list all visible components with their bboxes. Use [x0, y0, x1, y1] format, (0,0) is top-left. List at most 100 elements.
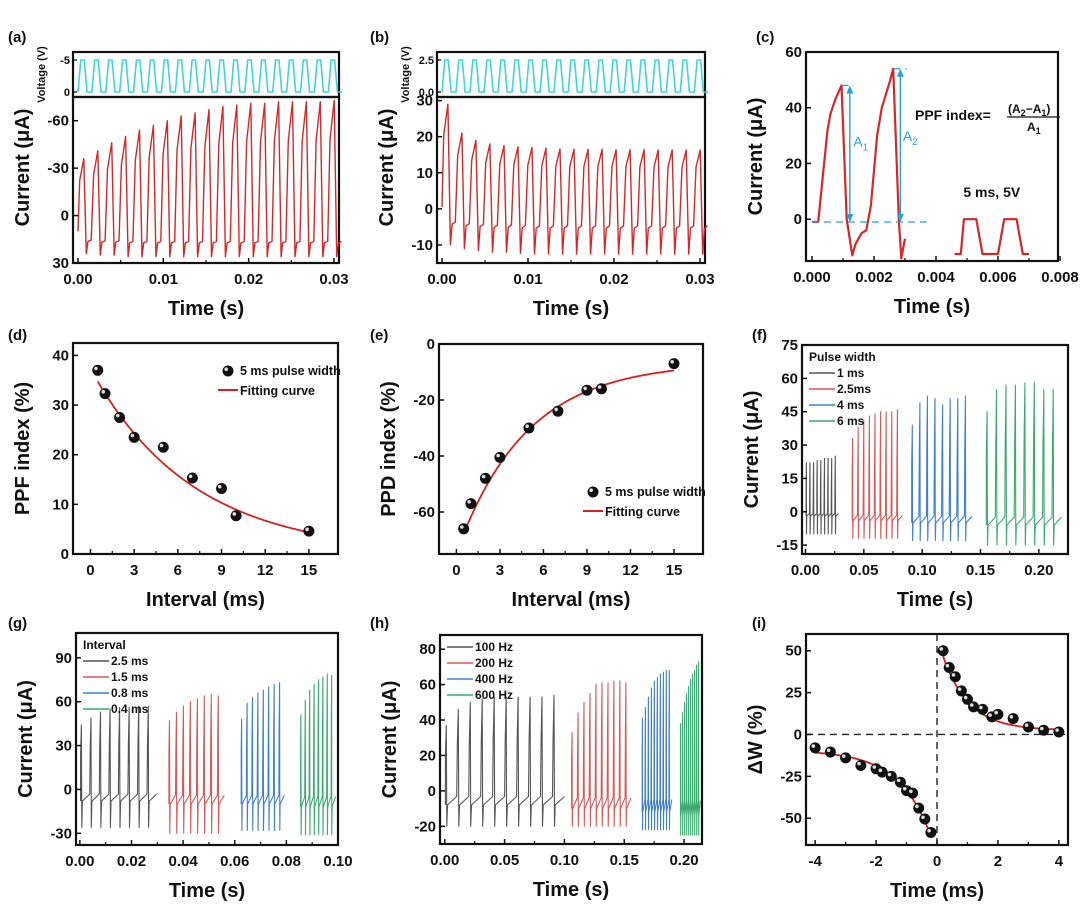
data-point	[523, 422, 535, 434]
data-point-highlight	[1009, 714, 1014, 719]
x-tick-label: 6	[174, 562, 182, 579]
data-point-highlight	[554, 407, 558, 412]
y-tick-label: 75	[781, 337, 798, 354]
x-tick-label: 0.01	[513, 271, 542, 288]
y-tick-label: -25	[780, 768, 802, 785]
data-point-highlight	[878, 768, 883, 773]
x-tick-label: 0.05	[849, 562, 878, 579]
data-point	[581, 384, 593, 396]
data-point-body	[465, 498, 477, 510]
formula-part: (A	[1008, 102, 1021, 116]
data-point	[925, 826, 937, 838]
data-point	[937, 645, 949, 657]
panel-label: (c)	[756, 29, 774, 46]
x-tick-label: 0.006	[979, 269, 1017, 286]
data-point-body	[479, 472, 491, 484]
data-point	[855, 759, 867, 771]
data-point-highlight	[481, 474, 486, 479]
legend-marker	[587, 486, 599, 498]
data-point-highlight	[101, 390, 106, 394]
y-tick-label: 25	[785, 685, 802, 702]
data-point	[595, 383, 607, 395]
a1-subscript: 1	[863, 143, 869, 154]
data-point-body	[216, 482, 228, 494]
panel-h: (h) 100 Hz 200 Hz 400 Hz 600 Hz 0.00 0.05 0.10 0…	[370, 615, 704, 901]
x-tick-label: 0.15	[610, 852, 639, 869]
data-point-body	[1038, 724, 1050, 736]
x-tick-label: 0.008	[1041, 269, 1079, 286]
panel-label: (g)	[8, 615, 27, 632]
a1-label: A1	[853, 134, 868, 154]
data-point-body	[587, 486, 599, 498]
x-tick-label: 0.04	[169, 853, 199, 870]
data-point-highlight	[909, 789, 913, 794]
data-point-highlight	[969, 703, 974, 707]
data-point-body	[668, 358, 680, 370]
data-point-body	[977, 703, 989, 715]
y-tick-label: -60	[413, 504, 435, 521]
data-point	[458, 523, 470, 535]
a2-subscript: 2	[912, 137, 918, 148]
data-point	[216, 482, 228, 494]
y-axis-title: PPF index (%)	[12, 382, 34, 515]
legend-label: Fitting curve	[605, 505, 680, 519]
panel-label: (f)	[752, 327, 767, 344]
x-tick-label: 0.10	[908, 562, 937, 579]
a1-letter: A	[853, 134, 863, 150]
y-tick-label: -15	[776, 537, 798, 554]
data-point-body	[128, 431, 140, 443]
panel-g: (g) Interval 2.5 ms 1.5 ms 0.8 ms 0.4 ms 0.00 0…	[8, 615, 353, 902]
data-point	[1038, 724, 1050, 736]
legend-label: 6 ms	[837, 414, 865, 428]
formula-den-letter: A	[1027, 120, 1036, 134]
y-tick-label: -30	[50, 825, 72, 842]
y-tick-label: 30	[52, 397, 69, 414]
data-point-highlight	[896, 778, 901, 783]
legend-label: 200 Hz	[475, 656, 513, 670]
legend-label: 0.4 ms	[111, 702, 149, 716]
plot-frame	[438, 633, 704, 846]
data-point-body	[157, 441, 169, 453]
data-point	[977, 703, 989, 715]
inset-y-tick-label: 0.0	[419, 87, 434, 99]
x-axis-title: Time (s)	[533, 298, 609, 320]
data-point	[1053, 726, 1065, 738]
data-point-highlight	[305, 527, 309, 532]
x-tick-label: 12	[257, 562, 274, 579]
plot-frame	[804, 50, 1060, 263]
data-point	[907, 787, 919, 799]
x-tick-label: 0	[452, 562, 460, 579]
data-point	[99, 388, 111, 400]
data-point-body	[913, 802, 925, 814]
data-point-body	[1022, 721, 1034, 733]
y-tick-label: 30	[416, 93, 433, 110]
x-tick-label: 9	[217, 562, 225, 579]
series-trace	[805, 455, 839, 535]
data-point-body	[230, 510, 242, 522]
x-tick-label: 0.00	[427, 271, 456, 288]
data-point-body	[925, 826, 937, 838]
y-tick-label: 10	[52, 496, 69, 513]
data-point-body	[523, 422, 535, 434]
data-point	[303, 525, 315, 537]
data-point	[919, 813, 931, 825]
series-trace	[444, 694, 565, 827]
y-tick-label: -10	[411, 237, 433, 254]
panel-label: (i)	[752, 615, 766, 632]
x-tick-label: 0.02	[599, 271, 628, 288]
y-tick-label: -20	[413, 392, 435, 409]
data-point-body	[303, 525, 315, 537]
panel-label: (d)	[8, 327, 27, 344]
data-point	[992, 708, 1004, 720]
y-tick-label: 30	[781, 437, 798, 454]
data-point-highlight	[872, 765, 877, 769]
legend-title: Pulse width	[809, 350, 876, 364]
fitting-curve	[462, 369, 675, 535]
x-tick-label: 0.06	[220, 853, 249, 870]
y-tick-label: 60	[785, 44, 802, 61]
legend-label: 4 ms	[837, 398, 865, 412]
legend-label: 1 ms	[837, 366, 865, 380]
x-axis-title: Time (s)	[897, 589, 973, 611]
y-tick-label: 0	[425, 201, 433, 218]
